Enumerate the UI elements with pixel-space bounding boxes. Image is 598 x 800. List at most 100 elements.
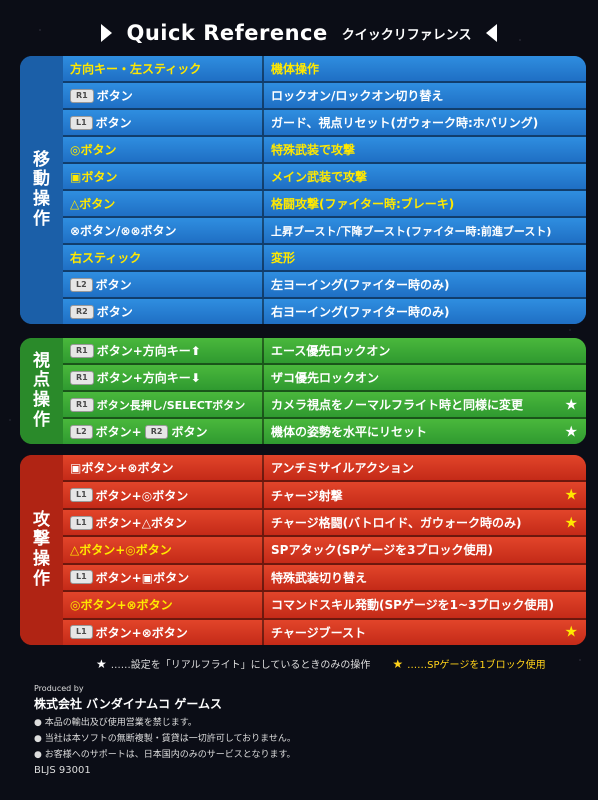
triangle-right-icon [101, 24, 113, 42]
control-action: 左ヨーイング(ファイター時のみ) [271, 278, 450, 292]
control-input: ボタン+◎ボタン [95, 488, 189, 503]
page-title-jp: クイックリファレンス [341, 27, 472, 43]
control-input: ボタン+方向キー⬆ [96, 344, 201, 358]
star-icon: ★ [564, 622, 578, 641]
table-row: R1 ボタン+方向キー⬇ ザコ優先ロックオン [63, 363, 586, 390]
control-action: ザコ優先ロックオン [271, 371, 380, 385]
table-row: ◎ボタン 特殊武装で攻撃 [63, 135, 586, 162]
legend-sp-text: ……SPゲージを1ブロック使用 [407, 660, 546, 671]
produced-by: Produced by [34, 684, 84, 693]
l1-key-icon: L1 [70, 625, 93, 640]
r1-key-icon: R1 [70, 397, 94, 412]
table-row: L2 ボタン 左ヨーイング(ファイター時のみ) [63, 270, 586, 297]
page-header: Quick Reference クイックリファレンス [0, 18, 598, 48]
footer: Produced by 株式会社 バンダイナムコ ゲームス ● 本品の輸出及び使… [34, 684, 574, 776]
control-input: ボタン+△ボタン [95, 516, 187, 531]
control-action: アンチミサイルアクション [271, 461, 414, 476]
table-row: R1 ボタン+方向キー⬆ エース優先ロックオン [63, 338, 586, 363]
control-input-suffix: ボタン [171, 425, 208, 439]
control-action: 特殊武装切り替え [271, 570, 368, 585]
section-move: 移 動 操 作 方向キー・左スティック 機体操作 R1 ボタン ロックオン/ロック… [20, 56, 586, 324]
section-move-label: 移 動 操 作 [20, 56, 63, 324]
table-row: L2 ボタン+ R2 ボタン 機体の姿勢を水平にリセット ★ [63, 417, 586, 444]
control-action: 上昇ブースト/下降ブースト(ファイター時:前進ブースト) [271, 224, 552, 238]
legend: ★ ……設定を「リアルフライト」にしているときのみの操作 ★ ……SPゲージを1… [96, 656, 586, 672]
control-input: ボタン [95, 116, 132, 130]
table-row: R1 ボタン長押し/SELECTボタン カメラ視点をノーマルフライト時と同様に変更… [63, 390, 586, 417]
table-row: △ボタン+◎ボタン SPアタック(SPゲージを3ブロック使用) [63, 535, 586, 563]
table-row: L1 ボタン+△ボタン チャージ格闘(バトロイド、ガウォーク時のみ) ★ [63, 507, 586, 536]
control-input: 方向キー・左スティック [70, 62, 202, 76]
control-action: 特殊武装で攻撃 [271, 143, 356, 157]
control-input: △ボタン+◎ボタン [70, 543, 172, 558]
legend-realflight-text: ……設定を「リアルフライト」にしているときのみの操作 [110, 660, 371, 671]
section-view-label: 視 点 操 作 [20, 338, 63, 444]
control-input: △ボタン [70, 197, 116, 211]
table-row: ▣ボタン メイン武装で攻撃 [63, 162, 586, 189]
footer-note: ● 当社は本ソフトの無断複製・賃貸は一切許可しておりません。 [34, 734, 296, 744]
star-icon: ★ [564, 395, 578, 413]
table-row: R1 ボタン ロックオン/ロックオン切り替え [63, 81, 586, 108]
footer-note: ● お客様へのサポートは、日本国内のみのサービスとなります。 [34, 750, 296, 760]
table-row: L1 ボタン+◎ボタン チャージ射撃 ★ [63, 480, 586, 508]
control-action: チャージ射撃 [271, 488, 343, 503]
triangle-left-icon [485, 24, 497, 42]
star-icon: ★ [96, 656, 107, 671]
control-input: ボタン [95, 278, 132, 292]
r1-key-icon: R1 [70, 88, 94, 103]
control-input: ◎ボタン [70, 143, 117, 157]
table-row: 右スティック 変形 [63, 243, 586, 270]
control-action: チャージブースト [271, 625, 367, 640]
control-action: 格闘攻撃(ファイター時:ブレーキ) [271, 197, 455, 211]
star-icon: ★ [564, 485, 578, 504]
table-row: L1 ボタン+⊗ボタン チャージブースト ★ [63, 617, 586, 645]
control-input: ボタン [96, 89, 133, 103]
control-action: 右ヨーイング(ファイター時のみ) [271, 305, 450, 319]
control-input: ボタン+ [95, 425, 142, 439]
control-action: ロックオン/ロックオン切り替え [271, 89, 444, 103]
control-input: ◎ボタン+⊗ボタン [70, 598, 173, 613]
l1-key-icon: L1 [70, 515, 93, 530]
control-input: 右スティック [70, 251, 142, 265]
table-row: R2 ボタン 右ヨーイング(ファイター時のみ) [63, 297, 586, 324]
table-row: ▣ボタン+⊗ボタン アンチミサイルアクション [63, 455, 586, 481]
footer-note: ● 本品の輸出及び使用営業を禁じます。 [34, 718, 197, 728]
l1-key-icon: L1 [70, 570, 93, 585]
l1-key-icon: L1 [70, 488, 93, 503]
table-row: ◎ボタン+⊗ボタン コマンドスキル発動(SPゲージを1~3ブロック使用) [63, 590, 586, 618]
r2-key-icon: R2 [144, 424, 169, 439]
l1-key-icon: L1 [70, 115, 93, 130]
r2-key-icon: R2 [70, 304, 94, 319]
control-input: ボタン長押し/SELECTボタン [96, 398, 246, 412]
r1-key-icon: R1 [70, 343, 94, 358]
control-action: カメラ視点をノーマルフライト時と同様に変更 [271, 398, 524, 412]
control-action: 機体操作 [271, 62, 320, 76]
company-name: 株式会社 バンダイナムコ ゲームス [34, 697, 222, 711]
control-action: メイン武装で攻撃 [271, 170, 368, 184]
control-input: ボタン [96, 305, 133, 319]
control-input: ボタン+⊗ボタン [95, 625, 188, 640]
control-input: ▣ボタン [70, 170, 118, 184]
control-input: ボタン+方向キー⬇ [96, 371, 201, 385]
star-icon: ★ [564, 513, 578, 532]
control-action: 機体の姿勢を水平にリセット [271, 425, 428, 439]
product-code: BLJS 93001 [34, 765, 91, 776]
table-row: △ボタン 格闘攻撃(ファイター時:ブレーキ) [63, 189, 586, 216]
control-action: 変形 [271, 251, 296, 265]
control-action: ガード、視点リセット(ガウォーク時:ホバリング) [271, 116, 539, 130]
control-action: チャージ格闘(バトロイド、ガウォーク時のみ) [271, 516, 522, 531]
control-input: ボタン+▣ボタン [95, 570, 190, 585]
control-action: SPアタック(SPゲージを3ブロック使用) [271, 543, 493, 558]
section-view: 視 点 操 作 R1 ボタン+方向キー⬆ エース優先ロックオン R1 ボタン+方向キ… [20, 338, 586, 444]
star-icon: ★ [392, 656, 404, 671]
section-attack: 攻 撃 操 作 ▣ボタン+⊗ボタン アンチミサイルアクション L1 ボタン+◎ボタ… [20, 455, 586, 645]
control-input: ▣ボタン+⊗ボタン [70, 461, 174, 476]
r1-key-icon: R1 [70, 370, 94, 385]
l2-key-icon: L2 [70, 424, 93, 439]
table-row: 方向キー・左スティック 機体操作 [63, 56, 586, 81]
table-row: L1 ボタン ガード、視点リセット(ガウォーク時:ホバリング) [63, 108, 586, 135]
control-action: エース優先ロックオン [271, 344, 391, 358]
l2-key-icon: L2 [70, 277, 93, 292]
section-attack-label: 攻 撃 操 作 [20, 455, 63, 645]
star-icon: ★ [564, 422, 578, 440]
